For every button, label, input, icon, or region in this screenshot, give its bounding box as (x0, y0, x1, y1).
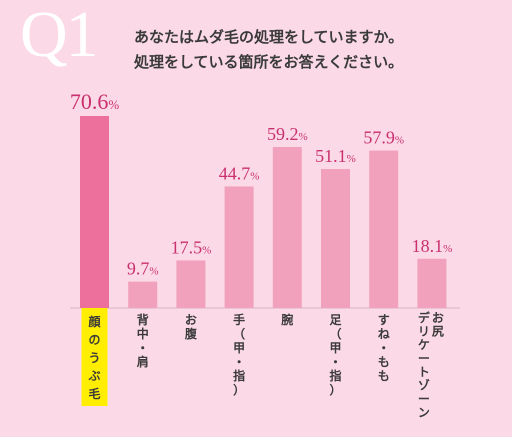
value-unit-2: % (202, 244, 211, 256)
category-label-7-1-5: ゾ (418, 378, 430, 393)
value-label-6: 57.9% (363, 128, 404, 148)
value-unit-5: % (347, 153, 356, 165)
category-label-7-1-1: リ (418, 325, 430, 339)
bar-0 (80, 116, 109, 308)
category-label-1-2: ・ (137, 341, 149, 355)
category-label-4-0: 腕 (280, 312, 293, 327)
category-label-3-2: 甲 (233, 341, 245, 355)
category-label-1-0: 背 (137, 312, 149, 327)
category-label-6-1: ね (378, 327, 390, 341)
question-text-line-2: 処理をしている箇所をお答えください。 (134, 53, 404, 71)
category-label-5-2: 甲 (329, 341, 341, 355)
category-label-6-3: も (378, 355, 390, 369)
category-label-2-0: お (185, 313, 197, 327)
bar-7 (417, 258, 447, 308)
category-label-1-1: 中 (137, 326, 149, 341)
value-label-2: 17.5% (171, 237, 212, 257)
value-unit-0: % (108, 97, 119, 112)
bar-4 (272, 147, 302, 308)
category-label-0-4: 毛 (88, 386, 100, 401)
bar-1 (128, 281, 158, 308)
category-label-3-0: 手 (233, 312, 245, 327)
value-label-7: 18.1% (412, 236, 453, 256)
value-unit-3: % (250, 170, 259, 182)
bar-6 (369, 150, 399, 308)
category-label-6-2: ・ (378, 341, 390, 355)
highlight-label-background (81, 308, 108, 406)
category-label-5-3: ・ (329, 355, 341, 369)
question-text-line-1: あなたはムダ毛の処理をしていますか。 (134, 28, 404, 46)
category-label-7-1-0: デ (418, 310, 431, 325)
value-label-1: 9.7% (127, 259, 159, 279)
category-label-1-3: 肩 (137, 354, 149, 369)
category-label-6-4: も (378, 369, 390, 383)
value-unit-4: % (298, 131, 307, 143)
category-label-7-1-4: ト (418, 365, 430, 379)
category-label-7-1-7: ン (418, 406, 430, 420)
value-label-5: 51.1% (315, 146, 356, 166)
category-label-0-3: ぶ (87, 369, 100, 383)
category-label-7-1-6: ー (418, 392, 430, 406)
category-label-5-0: 足 (329, 313, 341, 327)
value-label-0: 70.6% (70, 89, 120, 114)
value-unit-7: % (443, 243, 452, 255)
value-unit-1: % (149, 266, 158, 278)
category-label-3-4: 指 (233, 368, 245, 383)
category-label-7-0-0: お (432, 311, 444, 325)
bar-5 (321, 169, 350, 308)
bar-3 (224, 186, 254, 308)
category-label-6-0: す (378, 313, 390, 327)
category-label-3-1: （ (233, 326, 245, 341)
category-label-5-4: 指 (329, 368, 341, 383)
bar-2 (176, 260, 206, 308)
value-label-3: 44.7% (219, 163, 260, 183)
value-unit-6: % (395, 135, 404, 147)
category-label-5-5: ） (329, 382, 341, 397)
question-number: Q1 (20, 0, 99, 71)
category-label-2-1: 腹 (185, 326, 198, 341)
category-label-7-1-2: ケ (418, 338, 430, 352)
category-label-7-0-1: 尻 (432, 325, 444, 339)
category-label-5-1: （ (329, 326, 341, 341)
category-label-7-1-3: ー (418, 352, 430, 366)
category-label-0-1: の (88, 333, 100, 347)
category-label-3-5: ） (233, 382, 245, 397)
value-label-4: 59.2% (267, 124, 308, 144)
category-label-0-0: 顔 (87, 314, 101, 329)
category-label-3-3: ・ (233, 355, 245, 369)
category-label-0-2: う (88, 351, 100, 365)
